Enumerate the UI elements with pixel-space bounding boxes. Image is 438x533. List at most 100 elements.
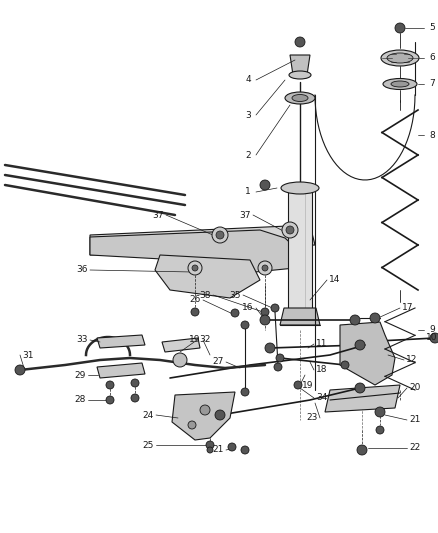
Text: 38: 38 (199, 290, 211, 300)
Circle shape (188, 261, 202, 275)
Text: 12: 12 (406, 356, 418, 365)
Circle shape (276, 354, 284, 362)
Text: 3: 3 (245, 110, 251, 119)
Text: 18: 18 (316, 366, 328, 375)
Circle shape (173, 353, 187, 367)
Text: 14: 14 (329, 276, 341, 285)
Text: 4: 4 (245, 76, 251, 85)
Circle shape (295, 37, 305, 47)
Text: 32: 32 (199, 335, 211, 344)
Circle shape (200, 405, 210, 415)
Circle shape (231, 309, 239, 317)
Ellipse shape (289, 71, 311, 79)
Circle shape (207, 447, 213, 453)
Circle shape (191, 308, 199, 316)
Circle shape (131, 394, 139, 402)
Text: 2: 2 (245, 150, 251, 159)
Circle shape (355, 383, 365, 393)
Polygon shape (90, 225, 315, 255)
Text: 1: 1 (245, 188, 251, 197)
Circle shape (282, 222, 298, 238)
Text: 25: 25 (142, 440, 154, 449)
Circle shape (15, 365, 25, 375)
Circle shape (294, 381, 302, 389)
Circle shape (260, 315, 270, 325)
Text: 10: 10 (426, 334, 438, 343)
Ellipse shape (285, 92, 315, 104)
Polygon shape (280, 308, 320, 325)
Text: 37: 37 (239, 211, 251, 220)
Circle shape (241, 321, 249, 329)
Circle shape (228, 443, 236, 451)
Text: 8: 8 (429, 131, 435, 140)
Text: 35: 35 (229, 290, 241, 300)
Polygon shape (290, 55, 310, 75)
Text: 11: 11 (316, 340, 328, 349)
Text: 22: 22 (410, 443, 420, 453)
Polygon shape (97, 363, 145, 378)
Text: 29: 29 (74, 370, 86, 379)
Circle shape (370, 313, 380, 323)
Circle shape (106, 396, 114, 404)
Circle shape (188, 421, 196, 429)
Circle shape (260, 180, 270, 190)
Circle shape (350, 315, 360, 325)
Circle shape (341, 361, 349, 369)
Text: 19: 19 (302, 381, 314, 390)
Circle shape (357, 445, 367, 455)
Text: 20: 20 (410, 384, 420, 392)
Circle shape (265, 343, 275, 353)
Circle shape (355, 340, 365, 350)
Circle shape (430, 333, 438, 343)
Circle shape (106, 381, 114, 389)
Circle shape (241, 388, 249, 396)
Text: 5: 5 (429, 23, 435, 33)
Circle shape (216, 231, 224, 239)
Text: 37: 37 (152, 211, 164, 220)
Polygon shape (288, 185, 312, 315)
Text: 26: 26 (189, 295, 201, 304)
Ellipse shape (281, 182, 319, 194)
Text: 6: 6 (429, 53, 435, 62)
Text: 7: 7 (429, 79, 435, 88)
Ellipse shape (383, 78, 417, 90)
Polygon shape (325, 385, 400, 412)
Ellipse shape (381, 50, 419, 66)
Circle shape (286, 226, 294, 234)
Text: 27: 27 (212, 358, 224, 367)
Circle shape (131, 379, 139, 387)
Polygon shape (155, 255, 260, 298)
Circle shape (274, 363, 282, 371)
Circle shape (241, 446, 249, 454)
Text: 31: 31 (22, 351, 34, 359)
Polygon shape (172, 392, 235, 440)
Polygon shape (340, 322, 395, 385)
Circle shape (395, 23, 405, 33)
Circle shape (215, 410, 225, 420)
Text: 34: 34 (316, 393, 328, 402)
Text: 21: 21 (410, 416, 420, 424)
Circle shape (271, 304, 279, 312)
Text: 19: 19 (189, 335, 201, 344)
Ellipse shape (391, 81, 409, 87)
Text: 17: 17 (402, 303, 414, 312)
Circle shape (376, 426, 384, 434)
Text: 9: 9 (429, 326, 435, 335)
Text: 33: 33 (76, 335, 88, 344)
Circle shape (258, 261, 272, 275)
Circle shape (375, 407, 385, 417)
Text: 21: 21 (212, 446, 224, 455)
Text: 23: 23 (306, 414, 318, 423)
Text: 16: 16 (242, 303, 254, 312)
Circle shape (192, 265, 198, 271)
Ellipse shape (292, 94, 308, 101)
Text: 28: 28 (74, 395, 86, 405)
Ellipse shape (387, 53, 413, 63)
Circle shape (262, 265, 268, 271)
Polygon shape (162, 338, 200, 352)
Text: 24: 24 (142, 410, 154, 419)
Circle shape (206, 441, 214, 449)
Polygon shape (97, 335, 145, 348)
Circle shape (261, 308, 269, 316)
Circle shape (212, 227, 228, 243)
